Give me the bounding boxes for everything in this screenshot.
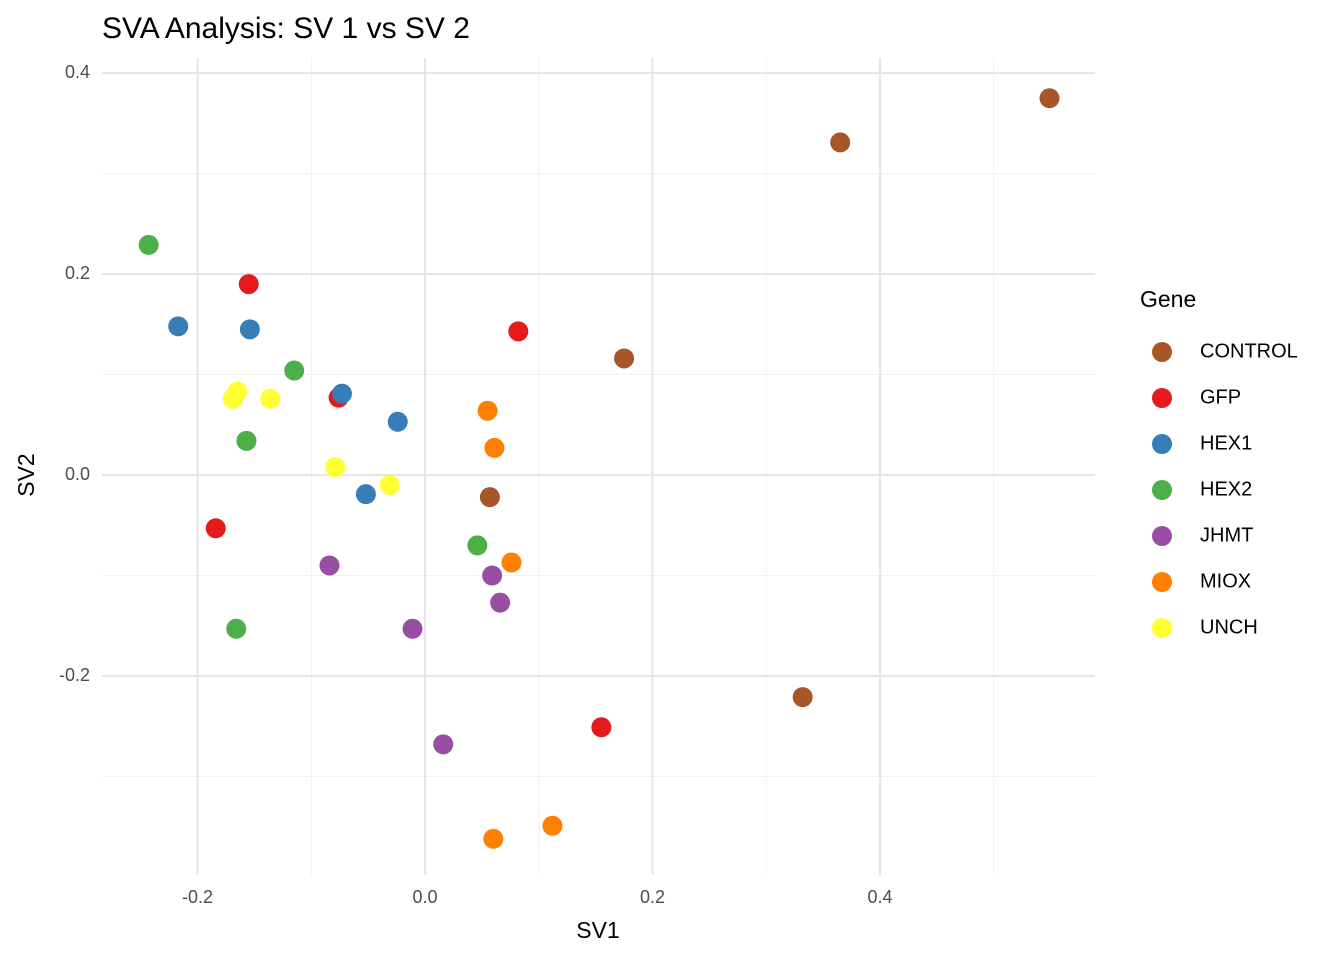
- legend-marker: [1152, 388, 1172, 408]
- chart-title: SVA Analysis: SV 1 vs SV 2: [102, 12, 470, 45]
- point: [236, 430, 257, 451]
- point: [168, 316, 189, 337]
- y-axis-label: SV2: [13, 453, 39, 496]
- point: [319, 555, 340, 576]
- legend-label: UNCH: [1200, 616, 1258, 638]
- point: [222, 388, 243, 409]
- point: [402, 618, 423, 639]
- point: [483, 828, 504, 849]
- x-axis-label: SV1: [576, 917, 619, 943]
- legend-marker: [1152, 618, 1172, 638]
- point: [477, 400, 498, 421]
- point: [387, 411, 408, 432]
- point: [260, 388, 281, 409]
- point: [484, 437, 505, 458]
- y-tick-label: 0.4: [65, 62, 90, 82]
- point: [226, 618, 247, 639]
- legend-marker: [1152, 480, 1172, 500]
- legend-label: JHMT: [1200, 524, 1253, 546]
- point: [467, 535, 488, 556]
- point: [479, 487, 500, 508]
- y-tick-label: -0.2: [59, 665, 90, 685]
- point: [238, 274, 259, 295]
- point: [284, 360, 305, 381]
- point: [325, 457, 346, 478]
- legend-label: GFP: [1200, 386, 1241, 408]
- point: [490, 592, 511, 613]
- x-tick-label: 0.0: [413, 887, 438, 907]
- point: [332, 383, 353, 404]
- point: [1039, 88, 1060, 109]
- legend-label: HEX2: [1200, 478, 1252, 500]
- legend-marker: [1152, 526, 1172, 546]
- legend-title: Gene: [1140, 286, 1196, 312]
- x-tick-label: 0.4: [868, 887, 893, 907]
- point: [433, 734, 454, 755]
- point: [614, 348, 635, 369]
- point: [482, 565, 503, 586]
- legend-marker: [1152, 434, 1172, 454]
- point: [501, 552, 522, 573]
- point: [830, 132, 851, 153]
- legend-marker: [1152, 572, 1172, 592]
- x-tick-label: -0.2: [182, 887, 213, 907]
- legend-label: HEX1: [1200, 432, 1252, 454]
- legend-label: MIOX: [1200, 570, 1251, 592]
- point: [379, 475, 400, 496]
- legend-marker: [1152, 342, 1172, 362]
- point: [138, 234, 159, 255]
- point: [591, 717, 612, 738]
- point: [508, 321, 529, 342]
- point: [355, 484, 376, 505]
- y-tick-label: 0.2: [65, 263, 90, 283]
- point: [205, 518, 226, 539]
- point: [542, 815, 563, 836]
- point: [792, 687, 813, 708]
- y-tick-label: 0.0: [65, 464, 90, 484]
- point: [239, 319, 260, 340]
- x-tick-label: 0.2: [640, 887, 665, 907]
- legend-label: CONTROL: [1200, 340, 1298, 362]
